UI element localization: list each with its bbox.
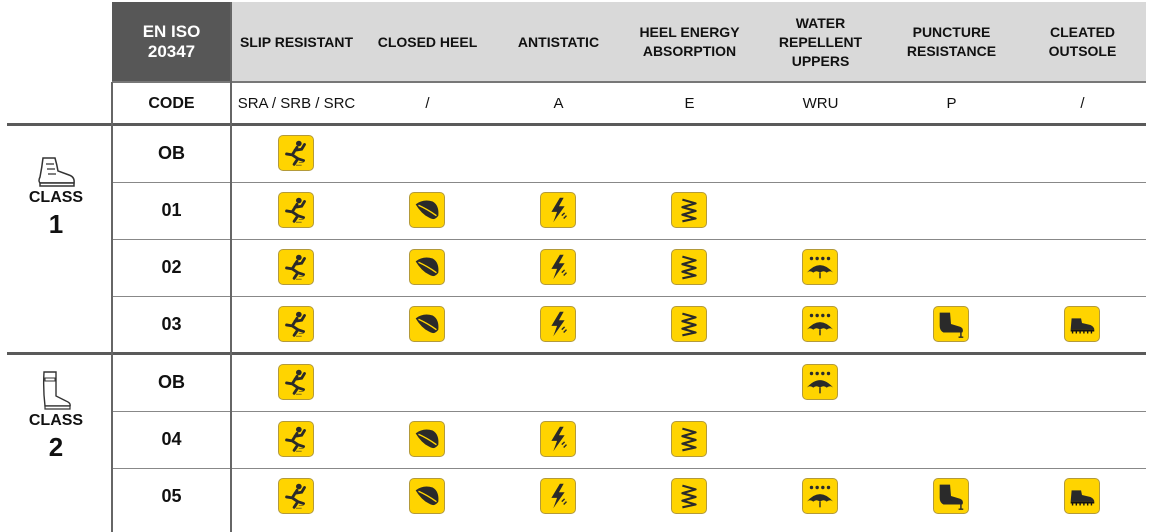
slip-person-icon: [278, 364, 314, 400]
header-background: [231, 2, 1146, 82]
class-label: CLASS 2: [0, 370, 112, 463]
column-header: CLEATED OUTSOLE: [1048, 24, 1117, 59]
row-divider: [112, 182, 1146, 183]
standard-name: EN ISO: [142, 22, 201, 41]
column-header: HEEL ENERGY ABSORPTION: [639, 24, 740, 59]
lightning-icon: [540, 249, 576, 285]
class-title: CLASS: [28, 412, 84, 429]
umbrella-rain-icon: [802, 306, 838, 342]
cleated-shoe-icon: [1064, 478, 1100, 514]
class-divider: [7, 352, 1146, 355]
spring-icon: [671, 306, 707, 342]
slip-person-icon: [278, 306, 314, 342]
header-divider: [112, 81, 1146, 83]
column-header: WATER REPELLENT UPPERS: [778, 14, 863, 69]
spring-icon: [671, 478, 707, 514]
standard-header: EN ISO 20347: [112, 2, 231, 82]
class-number: 1: [48, 209, 64, 239]
row-code: 05: [161, 486, 182, 506]
slip-person-icon: [278, 192, 314, 228]
closed-heel-icon: [409, 192, 445, 228]
row-divider: [112, 468, 1146, 469]
row-divider: [112, 411, 1146, 412]
column-code: E: [684, 95, 695, 112]
code-label: CODE: [148, 94, 195, 112]
closed-heel-icon: [409, 249, 445, 285]
row-code: OB: [158, 372, 185, 392]
spring-icon: [671, 421, 707, 457]
column-code: SRA / SRB / SRC: [237, 95, 356, 112]
column-code: P: [946, 95, 957, 112]
column-code: WRU: [802, 95, 839, 112]
class-divider: [7, 123, 1146, 126]
row-code: 03: [161, 314, 182, 334]
vertical-divider: [230, 2, 232, 532]
slip-person-icon: [278, 249, 314, 285]
column-header: PUNCTURE RESISTANCE: [906, 24, 997, 59]
class-number: 2: [48, 432, 64, 462]
standard-number: 20347: [147, 42, 196, 61]
cleated-shoe-icon: [1064, 306, 1100, 342]
closed-heel-icon: [409, 421, 445, 457]
umbrella-rain-icon: [802, 249, 838, 285]
lightning-icon: [540, 478, 576, 514]
rubber-boot-icon: [0, 370, 112, 412]
slip-person-icon: [278, 135, 314, 171]
spring-icon: [671, 249, 707, 285]
boot-nail-icon: [933, 306, 969, 342]
column-header: SLIP RESISTANT: [239, 33, 354, 50]
lightning-icon: [540, 421, 576, 457]
row-code: OB: [158, 143, 185, 163]
hiking-boot-icon: [0, 147, 112, 189]
closed-heel-icon: [409, 306, 445, 342]
column-code: A: [553, 95, 564, 112]
vertical-divider: [111, 82, 113, 532]
column-header: ANTISTATIC: [517, 33, 600, 50]
row-code: 01: [161, 200, 182, 220]
spring-icon: [671, 192, 707, 228]
umbrella-rain-icon: [802, 478, 838, 514]
column-code: /: [1080, 95, 1085, 112]
boot-nail-icon: [933, 478, 969, 514]
slip-person-icon: [278, 478, 314, 514]
closed-heel-icon: [409, 478, 445, 514]
lightning-icon: [540, 306, 576, 342]
row-divider: [112, 296, 1146, 297]
column-code: /: [425, 95, 430, 112]
row-code: 04: [161, 429, 182, 449]
class-label: CLASS 1: [0, 147, 112, 240]
row-code: 02: [161, 257, 182, 277]
umbrella-rain-icon: [802, 364, 838, 400]
column-header: CLOSED HEEL: [377, 33, 478, 50]
lightning-icon: [540, 192, 576, 228]
class-title: CLASS: [28, 189, 84, 206]
slip-person-icon: [278, 421, 314, 457]
row-divider: [112, 239, 1146, 240]
